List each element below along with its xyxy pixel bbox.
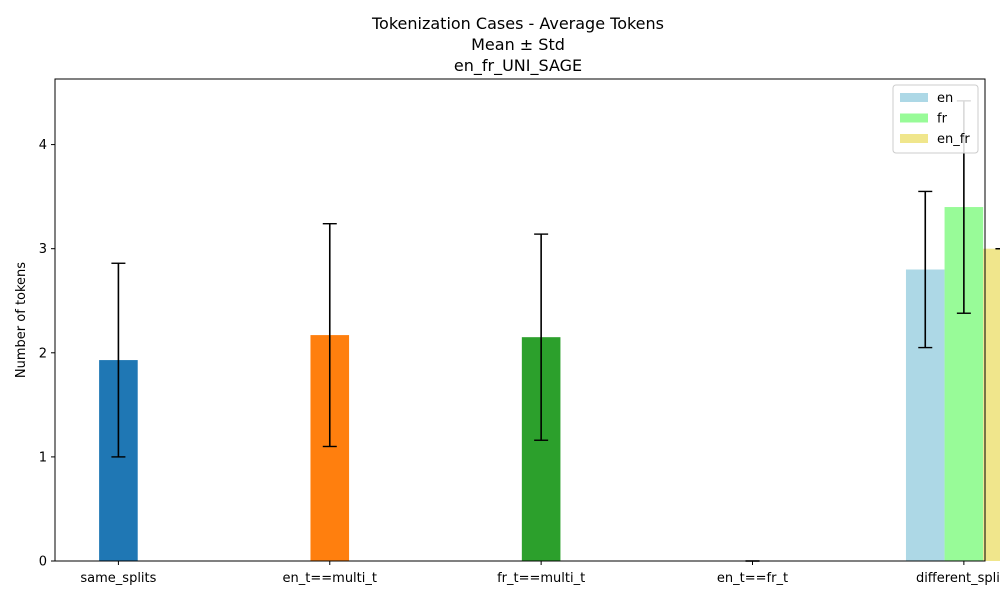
legend-label-en: en bbox=[937, 91, 953, 106]
x-tick-label: en_t==multi_t bbox=[283, 571, 377, 586]
legend-label-fr: fr bbox=[937, 112, 948, 127]
plot-frame bbox=[54, 78, 986, 562]
y-tick-label: 1 bbox=[39, 450, 47, 465]
legend-swatch-en_fr bbox=[900, 134, 928, 143]
y-tick-label: 2 bbox=[39, 346, 47, 361]
title-line-2: en_fr_UNI_SAGE bbox=[454, 56, 582, 76]
axes: 0 1 2 3 4 same_splits en_t==multi_t fr_t==multi… bbox=[14, 78, 1000, 586]
legend-swatch-fr bbox=[900, 113, 928, 123]
title-line-0: Tokenization Cases - Average Tokens bbox=[371, 14, 664, 33]
legend-label-en_fr: en_fr bbox=[937, 132, 970, 147]
title-line-1: Mean ± Std bbox=[471, 35, 565, 54]
bars bbox=[99, 207, 1000, 562]
chart-title: Tokenization Cases - Average Tokens Mean … bbox=[371, 14, 664, 76]
bar-different_splits-en_fr bbox=[983, 248, 1000, 562]
x-tick-label: same_splits bbox=[80, 571, 156, 586]
x-tick-label: fr_t==multi_t bbox=[497, 571, 585, 586]
y-tick-label: 4 bbox=[39, 138, 47, 153]
legend: en fr en_fr bbox=[892, 84, 979, 154]
x-tick-label: different_splits bbox=[916, 571, 1000, 586]
y-tick-label: 3 bbox=[39, 242, 47, 257]
y-axis-label: Number of tokens bbox=[14, 262, 29, 378]
x-tick-label: en_t==fr_t bbox=[717, 571, 788, 586]
y-tick-label: 0 bbox=[39, 555, 47, 570]
legend-swatch-en bbox=[900, 93, 928, 102]
